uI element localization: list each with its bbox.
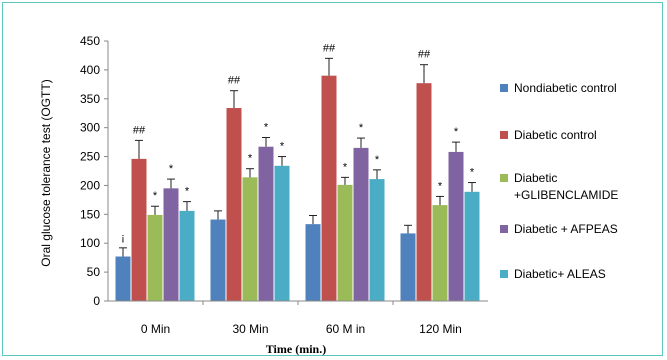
legend-label: Diabetic +GLIBENCLAMIDE [514, 171, 618, 202]
significance-marker: * [185, 186, 190, 198]
bar [179, 210, 195, 301]
bar [115, 256, 131, 301]
bar [131, 158, 147, 301]
significance-marker: ## [418, 49, 431, 61]
legend-label: Diabetic + AFPEAS [514, 222, 618, 236]
chart-frame: ¡ ## * * * ## * * * ## * * * ## * * * 0 50 100 150 200 250 300… [2, 2, 663, 356]
y-tick-label: 150 [80, 207, 100, 221]
significance-marker: * [470, 167, 475, 179]
significance-marker: * [169, 163, 174, 175]
x-tick-label: 60 M in [326, 322, 365, 336]
bar [464, 191, 480, 301]
significance-marker: * [264, 121, 269, 133]
y-tick-label: 200 [80, 178, 100, 192]
bar [210, 219, 226, 301]
bar [321, 75, 337, 302]
significance-marker: * [438, 180, 443, 192]
significance-marker: * [454, 126, 459, 138]
bar [416, 83, 432, 301]
bar [448, 151, 464, 301]
y-tick-label: 350 [80, 92, 100, 106]
y-tick-label: 250 [80, 150, 100, 164]
legend-swatch [500, 131, 508, 139]
bar [305, 224, 321, 301]
significance-marker: * [153, 190, 158, 202]
legend-label: Diabetic control [514, 128, 597, 142]
bar [274, 165, 290, 301]
significance-marker: * [248, 153, 253, 165]
bar [337, 184, 353, 301]
x-tick-label: 120 Min [419, 322, 462, 336]
legend-swatch [500, 84, 508, 92]
significance-marker: * [343, 161, 348, 173]
x-axis-label: Time (min.) [266, 342, 326, 356]
bar [226, 108, 242, 302]
y-tick-label: 0 [93, 294, 100, 308]
legend-swatch [500, 270, 508, 278]
y-tick-label: 450 [80, 34, 100, 48]
bar [353, 147, 369, 301]
bar [258, 146, 274, 301]
y-tick-label: 100 [80, 236, 100, 250]
bar [242, 177, 258, 301]
significance-marker: * [359, 122, 364, 134]
bar [147, 214, 163, 301]
significance-marker: * [280, 141, 285, 153]
y-axis-label: Oral glucose tolerance test (OGTT) [39, 79, 53, 266]
significance-marker: * [375, 154, 380, 166]
y-tick-label: 300 [80, 121, 100, 135]
legend-label: Nondiabetic control [514, 81, 617, 95]
x-tick-label: 0 Min [141, 322, 170, 336]
legend-swatch [500, 174, 508, 182]
x-tick-label: 30 Min [232, 322, 268, 336]
y-tick-label: 400 [80, 63, 100, 77]
bar [369, 179, 385, 301]
bar [432, 205, 448, 301]
bar [163, 188, 179, 301]
significance-marker: ## [228, 75, 241, 87]
legend-label: Diabetic+ ALEAS [514, 267, 606, 281]
significance-marker: ## [133, 124, 146, 136]
bar-chart: ¡ ## * * * ## * * * ## * * * ## * * * 0 50 100 150 200 250 300… [39, 34, 618, 356]
y-tick-label: 50 [87, 265, 101, 279]
bar [400, 233, 416, 301]
legend-swatch [500, 225, 508, 233]
significance-marker: ## [323, 42, 336, 54]
significance-marker: ¡ [121, 232, 125, 244]
